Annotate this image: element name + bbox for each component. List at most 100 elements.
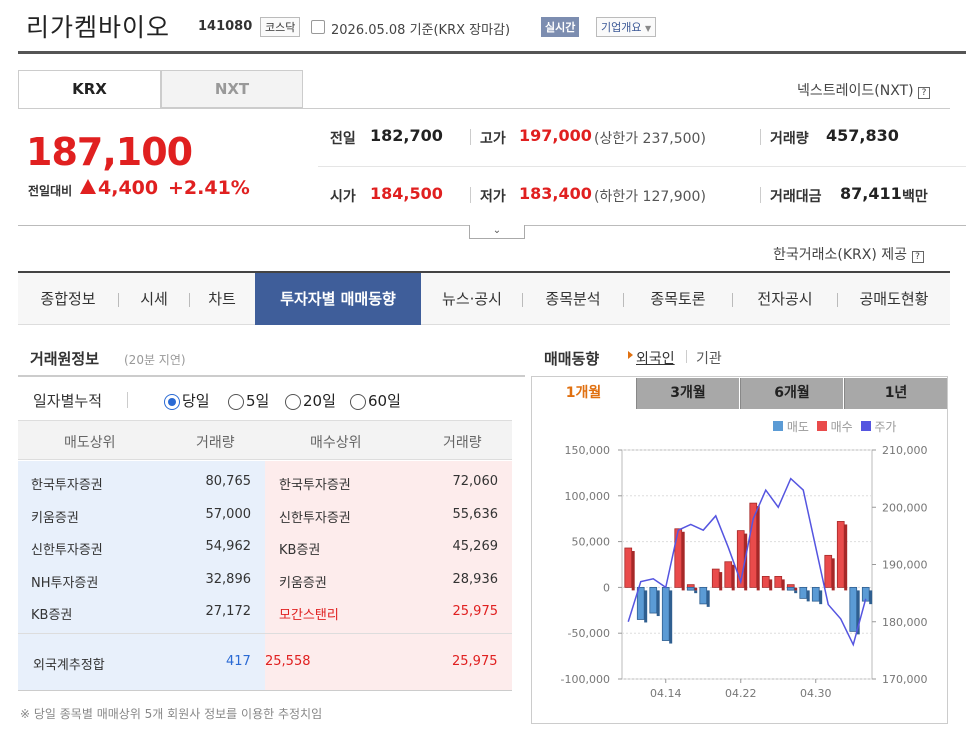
legend-price: 주가	[874, 420, 897, 434]
buy-bar	[761, 576, 770, 588]
buy-bar	[749, 502, 758, 588]
buy-bar	[624, 547, 633, 588]
main-nav: 종합정보 시세 차트 투자자별 매매동향 뉴스·공시 종목분석 종목토론 전자공…	[18, 271, 950, 325]
sell-bar	[786, 586, 795, 591]
buy-volume: 28,936	[452, 571, 499, 587]
separator	[760, 187, 761, 203]
tab-nxt[interactable]: NXT	[161, 70, 303, 108]
period-1m[interactable]: 1개월	[532, 378, 635, 409]
period-5d[interactable]: 5일	[228, 390, 269, 411]
x-tick-label: 04.30	[800, 687, 832, 700]
buy-volume: 45,269	[452, 539, 499, 554]
change-label: 전일대비	[28, 184, 73, 198]
tab-chart[interactable]: 차트	[208, 290, 236, 308]
tab-short-selling[interactable]: 공매도현황	[859, 290, 929, 308]
sell-bar-shade	[856, 590, 860, 635]
y-left-tick-label: -100,000	[561, 673, 610, 686]
help-icon: ?	[911, 251, 924, 263]
y-right-tick-label: 190,000	[882, 559, 928, 572]
nav-divider	[732, 293, 733, 307]
sell-bar-shade	[794, 590, 798, 594]
sell-bar-shade	[656, 590, 660, 617]
period-label: 20일	[303, 392, 336, 410]
expand-chevron-icon[interactable]: ⌄	[469, 225, 525, 239]
period-today[interactable]: 당일	[164, 390, 210, 411]
separator	[686, 350, 687, 363]
tab-analysis[interactable]: 종목분석	[545, 290, 601, 308]
link-institution[interactable]: 기관	[696, 351, 722, 367]
legend-sell-swatch	[773, 421, 783, 431]
chevron-down-icon: ▼	[644, 24, 652, 33]
tab-disclosure[interactable]: 전자공시	[757, 290, 813, 308]
date-text: 2026.05.08 기준(KRX 장마감)	[331, 23, 511, 38]
sell-volume: 54,962	[205, 539, 252, 554]
sell-bar-shade	[869, 590, 873, 605]
buy-bar	[686, 584, 695, 588]
tab-discussion[interactable]: 종목토론	[650, 290, 706, 308]
period-6m[interactable]: 6개월	[740, 378, 843, 409]
sell-bar-shade	[806, 590, 810, 602]
quote-divider	[318, 166, 966, 167]
nav-divider	[623, 293, 624, 307]
buy-bar	[836, 521, 845, 588]
prev-value: 182,700	[370, 126, 443, 145]
broker-table-header	[18, 420, 512, 460]
period-3m[interactable]: 3개월	[636, 378, 739, 409]
y-left-tick-label: -50,000	[568, 627, 610, 640]
buy-bar	[824, 554, 833, 588]
company-name: 리가켐바이오	[26, 13, 171, 42]
period-label: 5일	[246, 392, 270, 410]
sell-bar	[799, 586, 808, 599]
nxt-provider[interactable]: 넥스트레이드(NXT) ?	[797, 80, 931, 100]
nav-divider	[118, 293, 119, 307]
buy-bar-shade	[756, 506, 760, 591]
nav-divider	[837, 293, 838, 307]
foreign-label: 외국계추정합	[33, 658, 105, 673]
sell-panel	[18, 461, 265, 691]
tab-news[interactable]: 뉴스·공시	[442, 290, 502, 308]
volume-label: 거래량	[770, 131, 809, 147]
period-label: 당일	[182, 392, 210, 410]
period-60d[interactable]: 60일	[350, 390, 401, 411]
sell-bar	[699, 586, 708, 605]
prev-label: 전일	[330, 131, 356, 147]
volume-value: 457,830	[826, 126, 899, 145]
tab-krx[interactable]: KRX	[18, 70, 161, 108]
trend-chart: 150,000 100,000 50,000 0 -50,000 -100,000 210,…	[561, 444, 928, 700]
low-label: 저가	[480, 189, 506, 205]
company-overview-dropdown[interactable]: 기업개요 ▼	[596, 17, 657, 37]
buy-bar-shade	[694, 587, 698, 591]
stock-code: 141080	[198, 19, 253, 34]
sell-bar	[661, 586, 670, 641]
sell-bar	[811, 586, 820, 602]
chart-frame	[531, 376, 948, 724]
accum-label: 일자별누적	[33, 392, 103, 410]
buy-bar-shade	[744, 533, 748, 591]
sell-bar	[686, 586, 695, 591]
tab-investor-trading[interactable]: 투자자별 매매동향	[255, 273, 421, 325]
tab-summary[interactable]: 종합정보	[40, 290, 96, 308]
radio-icon	[285, 393, 301, 410]
upper-limit: (상한가 237,500)	[594, 131, 706, 147]
col-sell-volume: 거래량	[196, 435, 235, 451]
tab-quotes[interactable]: 시세	[140, 290, 168, 308]
amount-value: 87,411	[840, 184, 902, 203]
period-1y[interactable]: 1년	[844, 378, 947, 409]
broker-title: 거래원정보	[30, 350, 100, 368]
legend-buy-swatch	[816, 421, 827, 431]
buy-broker: KB증권	[279, 543, 321, 558]
buy-broker: 신한투자증권	[279, 510, 351, 526]
current-price: 187,100	[26, 130, 193, 174]
change-percent: +2.41%	[168, 177, 250, 199]
period-20d[interactable]: 20일	[285, 390, 336, 411]
sell-volume: 57,000	[205, 506, 252, 522]
table-bottom	[18, 690, 512, 691]
link-foreign[interactable]: 외국인	[636, 351, 675, 367]
high-label: 고가	[480, 131, 506, 147]
sell-bar	[649, 586, 658, 614]
buy-bar-shade	[794, 587, 798, 591]
legend-buy: 매수	[830, 420, 853, 434]
realtime-button[interactable]: 실시간	[541, 17, 580, 37]
lower-limit: (하한가 127,900)	[594, 189, 706, 205]
sell-volume: 32,896	[205, 571, 252, 587]
